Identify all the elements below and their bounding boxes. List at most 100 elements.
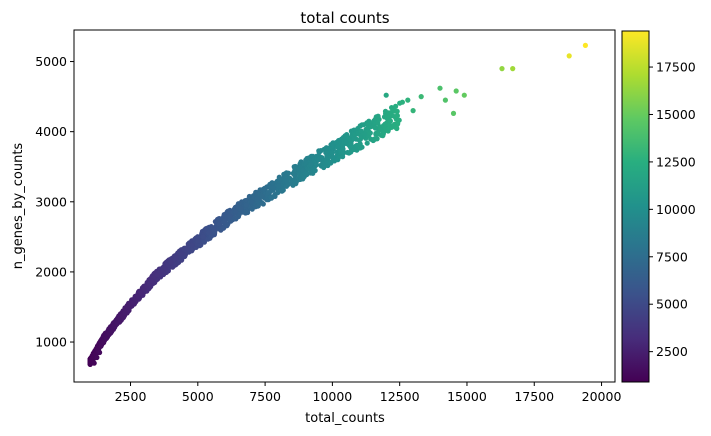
scatter-point	[313, 162, 320, 168]
scatter-point	[405, 97, 411, 103]
scatter-point	[394, 125, 400, 132]
scatter-point	[394, 113, 400, 119]
scatter-point	[335, 144, 341, 150]
scatter-point	[232, 209, 239, 215]
x-tick-label: 17500	[514, 389, 554, 404]
scatter-point	[255, 203, 261, 209]
x-axis: 2500 5000 7500 10000 12500 15000 17500 20000	[115, 382, 622, 404]
scatter-point	[211, 227, 217, 233]
scatter-point	[173, 255, 179, 261]
x-tick-label: 5000	[182, 389, 214, 404]
scatter-point	[243, 202, 249, 208]
scatter-point	[130, 300, 136, 306]
scatter-point	[341, 149, 347, 155]
scatter-point	[265, 190, 271, 196]
scatter-point	[222, 218, 228, 224]
scatter-point	[195, 238, 201, 244]
scatter-point	[453, 88, 459, 94]
scatter-point	[450, 110, 457, 116]
scatter-point	[383, 92, 389, 98]
scatter-point	[200, 234, 206, 240]
scatter-point	[94, 354, 100, 361]
scatter-point	[249, 199, 255, 205]
y-axis: 1000 2000 3000 4000 5000	[35, 54, 74, 350]
x-tick-label: 7500	[249, 389, 281, 404]
scatter-point	[238, 206, 244, 212]
y-tick-label: 5000	[35, 54, 67, 69]
scatter-point	[343, 139, 349, 145]
scatter-point	[316, 157, 322, 163]
colorbar-tick-label: 10000	[656, 202, 696, 217]
scatter-point	[372, 125, 379, 131]
scatter-point	[149, 278, 155, 284]
scatter-point	[138, 290, 144, 296]
scatter-point	[276, 183, 282, 189]
scatter-point	[284, 178, 290, 184]
plot-area-frame	[73, 29, 616, 383]
x-tick-label: 15000	[447, 389, 487, 404]
scatter-point	[179, 251, 185, 257]
colorbar-tick-label: 5000	[656, 297, 688, 312]
scatter-point	[122, 310, 128, 316]
scatter-point	[206, 230, 212, 236]
scatter-point	[168, 259, 174, 265]
scatter-point	[308, 162, 314, 168]
scatter-point	[97, 349, 103, 356]
scatter-point	[260, 201, 266, 207]
scatter-point	[374, 136, 380, 142]
scatter-point	[184, 246, 190, 252]
colorbar	[621, 30, 650, 383]
scatter-point	[270, 185, 276, 191]
scatter-point	[442, 97, 448, 103]
chart-title: total counts	[300, 9, 389, 27]
y-tick-label: 3000	[35, 194, 67, 209]
colorbar-tick-label: 12500	[656, 154, 696, 169]
x-tick-label: 2500	[115, 389, 147, 404]
scatter-point	[103, 335, 109, 342]
scatter-point	[582, 42, 589, 49]
scatter-point	[259, 193, 265, 199]
scatter-point	[201, 239, 207, 245]
scatter-point	[227, 213, 233, 220]
scatter-point	[364, 140, 370, 146]
scatter-point	[391, 122, 397, 128]
x-tick-label: 20000	[582, 389, 622, 404]
scatter-point	[510, 66, 516, 72]
scatter-point	[418, 94, 424, 100]
scatter-point	[359, 144, 365, 150]
scatter-point	[114, 321, 120, 327]
scatter-point	[329, 150, 335, 156]
scatter-point	[358, 128, 364, 134]
x-tick-label: 12500	[380, 389, 420, 404]
scatter-point	[393, 103, 399, 109]
scatter-point	[387, 118, 393, 124]
scatter-point	[410, 108, 416, 114]
scatter-point	[312, 167, 318, 174]
scatter-point	[292, 172, 298, 178]
scatter-point	[300, 167, 306, 173]
scatter-point	[376, 116, 382, 122]
scatter-point	[285, 170, 292, 176]
x-axis-title: total_counts	[305, 411, 385, 426]
scatter-point	[324, 152, 330, 159]
scatter-point	[394, 108, 400, 114]
scatter-point	[351, 136, 357, 142]
scatter-point	[399, 99, 405, 105]
scatter-point	[566, 53, 572, 59]
scatter-point	[189, 242, 195, 248]
scatter-point	[136, 293, 142, 300]
y-tick-label: 1000	[35, 335, 67, 350]
scatter-point	[101, 340, 107, 346]
scatter-point	[499, 66, 505, 72]
scatter-point	[254, 196, 260, 202]
y-tick-label: 2000	[35, 264, 67, 279]
scatter-point	[362, 131, 368, 138]
colorbar-tick-label: 15000	[656, 107, 696, 122]
colorbar-tick-label: 2500	[656, 344, 688, 359]
colorbar-axis: 2500 5000 7500 10000 12500 15000 17500	[649, 60, 696, 359]
scatter-point	[396, 117, 402, 123]
colorbar-tick-label: 7500	[656, 249, 688, 264]
scatter-point	[367, 130, 373, 136]
y-axis-title: n_genes_by_counts	[11, 143, 26, 270]
